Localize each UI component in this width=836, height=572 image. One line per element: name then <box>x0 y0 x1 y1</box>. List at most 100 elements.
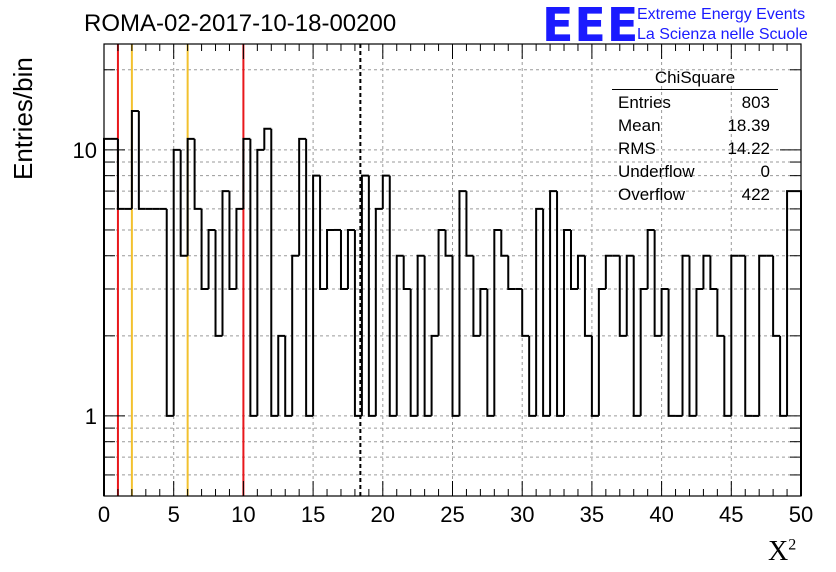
histogram-bin <box>437 228 446 336</box>
histogram-bin <box>444 229 453 257</box>
histogram-bin <box>500 229 509 257</box>
histogram-bin <box>583 255 592 337</box>
histogram-bin <box>569 229 578 290</box>
histogram-bin <box>402 255 411 290</box>
chart-title: ROMA-02-2017-10-18-00200 <box>84 10 397 37</box>
histogram-bin <box>632 255 641 417</box>
tick-labels: 0 5 10 15 20 25 30 35 40 45 50 1 10 <box>73 138 814 527</box>
histogram-bin <box>472 255 481 337</box>
histogram-bin <box>681 254 690 416</box>
histogram-bin <box>772 255 781 337</box>
stats-label: Underflow <box>618 162 695 181</box>
histogram-bin <box>556 191 565 417</box>
stats-value: 803 <box>741 93 770 112</box>
stats-label: RMS <box>618 139 656 158</box>
histogram-bin <box>319 175 328 290</box>
histogram-bin <box>165 208 174 417</box>
logo-line-2: La Scienza nelle Scuole <box>637 26 808 43</box>
stats-row-rms: RMS 14.22 <box>612 137 778 160</box>
histogram-bin <box>381 174 390 209</box>
histogram-bin <box>702 254 711 289</box>
histogram-bin <box>242 137 251 209</box>
histogram-bin <box>312 174 321 416</box>
stats-value: 18.39 <box>727 116 770 135</box>
histogram-bin <box>535 207 544 416</box>
histogram-bin <box>256 148 265 416</box>
histogram-bin <box>688 255 697 417</box>
x-tick-label: 40 <box>649 502 673 527</box>
histogram-bin <box>235 207 244 289</box>
logo-line-1: Extreme Energy Events <box>637 6 806 23</box>
histogram-bin <box>423 255 432 417</box>
histogram-bin <box>660 287 669 336</box>
histogram-bin <box>667 288 676 417</box>
x-tick-label: 0 <box>98 502 110 527</box>
histogram-bin <box>339 229 348 290</box>
stats-row-overflow: Overflow 422 <box>612 183 778 206</box>
histogram-bin <box>542 208 551 417</box>
x-tick-label: 15 <box>301 502 325 527</box>
histogram-bin <box>458 190 467 416</box>
histogram-bin <box>367 175 376 417</box>
histogram-bin <box>346 228 355 289</box>
stats-title: ChiSquare <box>612 68 778 90</box>
histogram-bin <box>625 254 634 336</box>
stats-label: Mean <box>618 116 661 135</box>
histogram-bin <box>284 335 293 417</box>
histogram-bin <box>291 254 300 416</box>
histogram-bin <box>395 254 404 416</box>
histogram-bin <box>298 137 307 256</box>
histogram-bin <box>590 335 599 417</box>
stats-value: 422 <box>741 185 770 204</box>
histogram-bin <box>200 208 209 290</box>
histogram-bin <box>744 255 753 417</box>
stats-value: 0 <box>760 162 770 181</box>
histogram-bin <box>786 190 795 416</box>
histogram-bin <box>193 138 202 210</box>
histogram-bin <box>409 288 418 417</box>
histogram-bin <box>597 287 606 416</box>
x-tick-label: 50 <box>789 502 813 527</box>
histogram-bin <box>416 254 425 416</box>
histogram-bin <box>137 110 146 210</box>
stats-row-underflow: Underflow 0 <box>612 160 778 183</box>
y-tick-label: 1 <box>85 404 97 429</box>
axis-ticks <box>103 44 802 497</box>
x-axis-label-sup: 2 <box>788 536 797 554</box>
histogram-bin <box>528 335 537 417</box>
x-tick-label: 45 <box>719 502 743 527</box>
histogram-bin <box>451 255 460 417</box>
histogram-bin <box>486 288 495 417</box>
histogram-bin <box>646 228 655 289</box>
histogram-bin <box>639 287 648 416</box>
histogram-bin <box>207 228 216 289</box>
x-tick-label: 20 <box>371 502 395 527</box>
stats-box: ChiSquare Entries 803 Mean 18.39 RMS 14.22 … <box>612 68 778 206</box>
histogram-bin <box>277 334 286 416</box>
stats-label: Entries <box>618 93 671 112</box>
histogram-bin <box>186 137 195 256</box>
histogram-bin <box>521 288 530 337</box>
histogram-bin <box>576 254 585 289</box>
histogram-bin <box>103 137 111 496</box>
histogram-bin <box>179 149 188 257</box>
histogram-bin <box>493 228 502 416</box>
x-tick-label: 30 <box>510 502 534 527</box>
histogram-bin <box>326 228 335 289</box>
histogram-bin <box>479 287 488 336</box>
histogram-bin <box>716 288 725 337</box>
histogram-bin <box>730 254 739 416</box>
histogram-bin <box>695 287 704 416</box>
histogram-bin <box>507 255 516 290</box>
x-tick-label: 25 <box>440 502 464 527</box>
histogram-bin <box>563 228 571 416</box>
histogram-bin <box>618 255 627 337</box>
stats-row-entries: Entries 803 <box>612 91 778 114</box>
x-tick-label: 35 <box>580 502 604 527</box>
histogram-bin <box>228 191 237 290</box>
histogram-bin <box>794 190 802 496</box>
stats-label: Overflow <box>618 185 686 204</box>
histogram-bin <box>779 335 788 417</box>
stats-row-mean: Mean 18.39 <box>612 114 778 137</box>
x-tick-label: 10 <box>231 502 255 527</box>
